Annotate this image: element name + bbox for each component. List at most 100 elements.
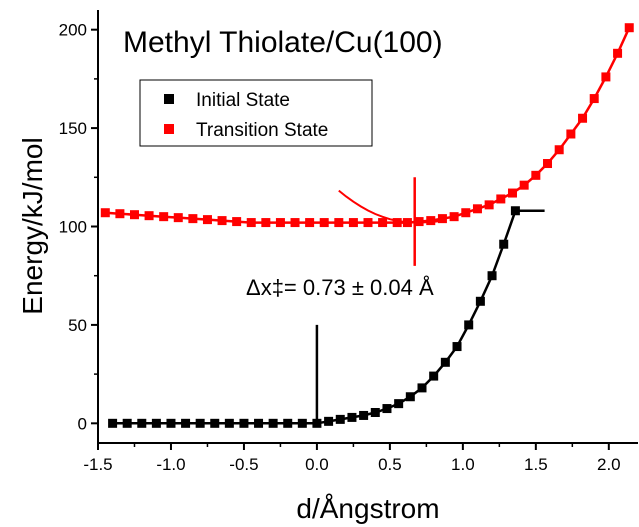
transition-state-point xyxy=(472,204,482,214)
initial-state-point xyxy=(487,271,497,281)
initial-state-point xyxy=(324,416,334,426)
transition-state-point xyxy=(414,217,424,227)
vertical-markers xyxy=(315,177,416,424)
y-tick-label: 100 xyxy=(59,218,87,237)
initial-state-point xyxy=(499,239,509,249)
transition-state-point xyxy=(589,94,599,104)
initial-state-point xyxy=(440,357,450,367)
transition-state-point xyxy=(261,218,271,228)
legend-marker-transition xyxy=(164,124,174,134)
chart-title: Methyl Thiolate/Cu(100) xyxy=(123,26,443,59)
x-tick-label: 1.5 xyxy=(524,455,548,474)
initial-state-point xyxy=(195,418,205,428)
y-tick-label: 200 xyxy=(59,21,87,40)
initial-state-point xyxy=(359,410,369,420)
y-ticks: 0 50 100 150 200 xyxy=(59,21,98,433)
transition-state-point xyxy=(624,23,634,33)
initial-state-point xyxy=(122,418,132,428)
initial-state-point xyxy=(224,418,234,428)
x-tick-label: -1.5 xyxy=(83,455,112,474)
transition-state-point xyxy=(507,188,517,198)
y-axis-label: Energy/kJ/mol xyxy=(17,137,48,314)
transition-state-point xyxy=(334,218,344,228)
transition-state-point xyxy=(392,218,402,228)
initial-state-point xyxy=(254,418,264,428)
legend: Initial State Transition State xyxy=(139,79,373,147)
initial-state-point xyxy=(297,418,307,428)
transition-state-point xyxy=(519,180,529,190)
legend-label-transition: Transition State xyxy=(196,120,328,141)
transition-state-point xyxy=(554,145,564,155)
annotation-delta-x: Δx‡= 0.73 ± 0.04 Å xyxy=(246,275,434,300)
transition-state-point xyxy=(188,214,198,224)
initial-state-point xyxy=(239,418,249,428)
legend-box xyxy=(139,79,373,147)
initial-state-point xyxy=(108,418,118,428)
transition-state-point xyxy=(217,216,227,226)
transition-state-point xyxy=(578,113,588,123)
y-tick-label: 0 xyxy=(78,414,87,433)
initial-state-point xyxy=(210,418,220,428)
transition-state-point xyxy=(601,72,611,82)
initial-state-curve xyxy=(112,209,545,425)
transition-state-point xyxy=(173,213,183,223)
x-axis-label: d/Ångstrom xyxy=(296,493,439,524)
transition-fit-arc xyxy=(338,189,442,224)
transition-state-point xyxy=(484,200,494,210)
transition-state-point xyxy=(129,210,139,220)
initial-state-point xyxy=(347,412,357,422)
initial-state-point xyxy=(151,418,161,428)
transition-state-point xyxy=(290,218,300,228)
transition-state-point xyxy=(402,218,412,228)
transition-state-point xyxy=(144,211,154,221)
transition-state-point xyxy=(461,208,471,218)
x-tick-label: 1.0 xyxy=(451,455,475,474)
transition-state-point xyxy=(348,218,358,228)
initial-state-point xyxy=(452,342,462,352)
transition-state-point xyxy=(275,218,285,228)
initial-state-point xyxy=(181,418,191,428)
legend-marker-initial xyxy=(164,94,174,104)
transition-state-point xyxy=(531,170,541,180)
initial-state-point xyxy=(464,320,474,330)
initial-state-point xyxy=(394,399,404,409)
initial-state-point xyxy=(335,414,345,424)
initial-state-point xyxy=(475,296,485,306)
data-points xyxy=(100,23,634,428)
transition-state-point xyxy=(543,159,553,169)
transition-state-point xyxy=(566,129,576,139)
transition-state-point xyxy=(232,217,242,227)
transition-state-point xyxy=(246,218,256,228)
transition-state-point xyxy=(159,212,169,222)
transition-state-point xyxy=(449,212,459,222)
x-tick-label: -1.0 xyxy=(156,455,185,474)
transition-state-point xyxy=(613,48,623,58)
initial-state-point xyxy=(429,371,439,381)
initial-state-point xyxy=(417,383,427,393)
transition-state-point xyxy=(426,216,436,226)
transition-state-point xyxy=(100,208,110,218)
transition-state-point xyxy=(363,218,373,228)
transition-state-point xyxy=(305,218,315,228)
initial-state-point xyxy=(405,392,415,402)
transition-state-point xyxy=(319,218,329,228)
transition-state-point xyxy=(202,215,212,225)
legend-label-initial: Initial State xyxy=(196,90,290,111)
initial-state-point xyxy=(382,404,392,414)
transition-state-point xyxy=(437,214,447,224)
transition-state-point xyxy=(496,194,506,204)
initial-state-point xyxy=(268,418,278,428)
x-tick-label: 2.0 xyxy=(597,455,621,474)
transition-state-point xyxy=(378,218,388,228)
x-tick-label: -0.5 xyxy=(229,455,258,474)
y-tick-label: 150 xyxy=(59,119,87,138)
initial-state-point xyxy=(370,407,380,417)
x-tick-label: 0.0 xyxy=(305,455,329,474)
initial-state-point xyxy=(166,418,176,428)
y-tick-label: 50 xyxy=(68,316,87,335)
x-tick-label: 0.5 xyxy=(378,455,402,474)
initial-state-point xyxy=(283,418,293,428)
initial-state-point xyxy=(312,418,322,428)
initial-state-point xyxy=(510,206,520,216)
